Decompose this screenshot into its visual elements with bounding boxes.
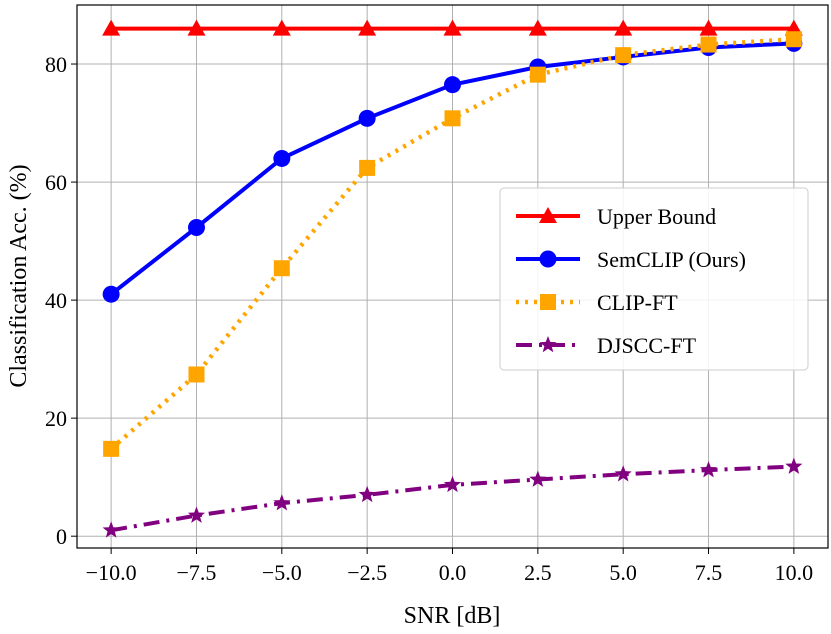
data-point bbox=[614, 465, 632, 482]
data-point bbox=[358, 19, 377, 36]
x-tick-label: −2.5 bbox=[347, 560, 387, 585]
x-tick-label: −7.5 bbox=[177, 560, 217, 585]
data-point bbox=[358, 485, 376, 503]
legend-label: SemCLIP (Ours) bbox=[597, 247, 746, 272]
series-clip-ft bbox=[103, 31, 802, 457]
x-tick-label: 7.5 bbox=[695, 560, 723, 585]
series-upper-bound bbox=[102, 19, 803, 36]
data-point bbox=[102, 521, 120, 538]
data-point bbox=[785, 31, 802, 48]
legend-label: CLIP-FT bbox=[597, 290, 678, 315]
data-point bbox=[699, 461, 718, 478]
y-axis-title: Classification Acc. (%) bbox=[6, 164, 32, 387]
data-point bbox=[443, 475, 462, 493]
data-point bbox=[187, 19, 206, 36]
x-tick-label: −5.0 bbox=[262, 560, 302, 585]
legend-item-semclip-ours: SemCLIP (Ours) bbox=[516, 247, 746, 272]
x-tick-label: 0.0 bbox=[439, 560, 467, 585]
y-axis: 0 20 40 60 80 bbox=[45, 52, 77, 549]
data-point bbox=[359, 159, 376, 176]
y-tick-label: 60 bbox=[45, 170, 67, 195]
legend-marker bbox=[540, 294, 556, 310]
legend-label: DJSCC-FT bbox=[597, 333, 697, 358]
data-point bbox=[187, 506, 206, 523]
series-layer bbox=[102, 19, 803, 538]
data-point bbox=[529, 66, 546, 83]
data-point bbox=[272, 19, 291, 36]
data-point bbox=[103, 440, 120, 457]
data-point bbox=[443, 19, 462, 36]
data-point bbox=[273, 494, 291, 511]
data-point bbox=[700, 36, 717, 53]
y-tick-label: 40 bbox=[45, 288, 67, 313]
y-tick-label: 0 bbox=[56, 524, 67, 549]
data-point bbox=[528, 19, 547, 36]
legend: Upper Bound SemCLIP (Ours) CLIP-FT DJSCC-FT bbox=[499, 187, 809, 371]
legend-box bbox=[499, 187, 809, 371]
legend-item-djscc-ft: DJSCC-FT bbox=[516, 333, 697, 358]
legend-item-upper-bound: Upper Bound bbox=[516, 204, 716, 229]
legend-label: Upper Bound bbox=[597, 204, 716, 229]
x-tick-label: 5.0 bbox=[609, 560, 637, 585]
legend-item-clip-ft: CLIP-FT bbox=[516, 290, 678, 315]
data-point bbox=[699, 19, 718, 36]
data-point bbox=[614, 19, 633, 36]
x-axis-title: SNR [dB] bbox=[404, 603, 501, 629]
data-point bbox=[273, 149, 291, 167]
data-point bbox=[273, 260, 290, 277]
data-point bbox=[444, 110, 461, 127]
data-point bbox=[615, 47, 632, 64]
data-point bbox=[785, 457, 803, 474]
x-axis: −10.0 −7.5 −5.0 −2.5 0.0 2.5 5.0 7.5 10.0 bbox=[86, 548, 813, 585]
legend-marker bbox=[539, 207, 557, 223]
data-point bbox=[188, 366, 205, 383]
data-point bbox=[529, 470, 547, 487]
data-point bbox=[187, 219, 205, 237]
series-djscc-ft bbox=[102, 457, 803, 538]
data-point bbox=[102, 285, 120, 303]
legend-marker bbox=[539, 250, 557, 268]
data-point bbox=[102, 19, 121, 36]
grid bbox=[77, 5, 828, 548]
x-tick-label: 10.0 bbox=[775, 560, 814, 585]
y-tick-label: 20 bbox=[45, 406, 67, 431]
data-point bbox=[444, 76, 461, 94]
x-tick-label: −10.0 bbox=[86, 560, 137, 585]
y-tick-label: 80 bbox=[45, 52, 67, 77]
legend-marker bbox=[539, 336, 557, 353]
x-tick-label: 2.5 bbox=[524, 560, 552, 585]
data-point bbox=[358, 109, 376, 127]
